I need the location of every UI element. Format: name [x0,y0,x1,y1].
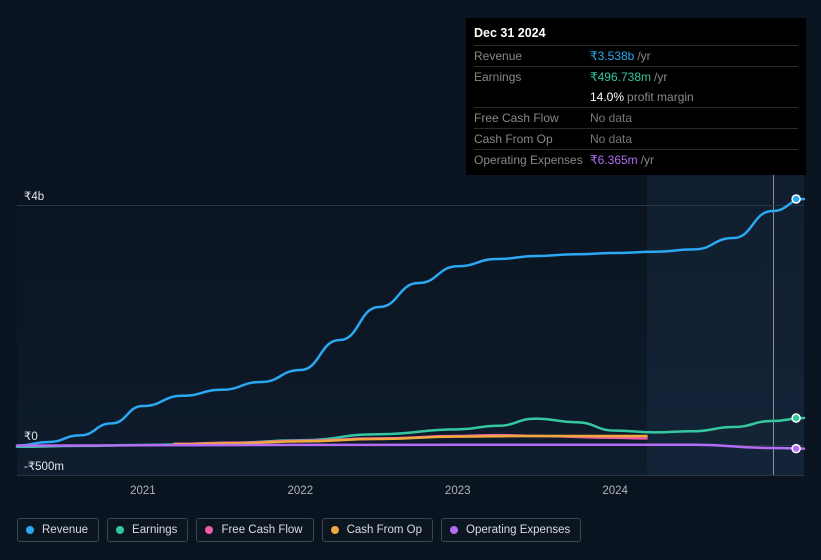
legend-label: Operating Expenses [466,524,570,536]
tooltip-value: No data [590,111,632,125]
series-line [17,199,804,446]
tooltip-value: 14.0% [590,90,624,104]
tooltip-label: Cash From Op [474,132,590,146]
legend-dot-icon [331,526,339,534]
legend-item[interactable]: Operating Expenses [441,518,581,542]
chart-x-label: 2023 [445,485,471,497]
tooltip-label: Operating Expenses [474,153,590,167]
chart-x-label: 2024 [602,485,628,497]
legend-item[interactable]: Earnings [107,518,188,542]
tooltip-value: No data [590,132,632,146]
tooltip-label: Free Cash Flow [474,111,590,125]
chart-gridline [17,475,804,476]
tooltip-date: Dec 31 2024 [474,23,798,45]
chart-x-label: 2021 [130,485,156,497]
legend-label: Earnings [132,524,177,536]
chart-tooltip: Dec 31 2024 Revenue₹3.538b/yrEarnings₹49… [466,18,806,175]
chart-y-label: -₹500m [24,459,64,473]
tooltip-suffix: /yr [654,70,667,84]
tooltip-suffix: /yr [637,49,650,63]
legend-label: Revenue [42,524,88,536]
tooltip-row: Cash From OpNo data [474,128,798,149]
legend-item[interactable]: Revenue [17,518,99,542]
chart-plot [17,175,804,475]
tooltip-row: Revenue₹3.538b/yr [474,45,798,66]
series-end-marker [792,195,800,203]
series-end-marker [792,445,800,453]
chart-x-axis: 2021 2022 2023 2024 [17,485,804,505]
tooltip-row: Operating Expenses₹6.365m/yr [474,149,798,170]
tooltip-value: ₹3.538b [590,49,634,63]
legend-dot-icon [26,526,34,534]
legend-label: Cash From Op [347,524,422,536]
chart-y-label: ₹4b [24,189,44,203]
tooltip-row: Free Cash FlowNo data [474,107,798,128]
tooltip-suffix: profit margin [627,90,694,104]
tooltip-label: Revenue [474,49,590,63]
tooltip-value: ₹6.365m [590,153,638,167]
series-end-marker [792,414,800,422]
tooltip-row: 14.0%profit margin [474,87,798,107]
series-line [17,418,804,447]
tooltip-row: Earnings₹496.738m/yr [474,66,798,87]
tooltip-label: Earnings [474,70,590,84]
tooltip-value: ₹496.738m [590,70,651,84]
legend-item[interactable]: Cash From Op [322,518,433,542]
chart-legend: Revenue Earnings Free Cash Flow Cash From O… [17,518,581,542]
legend-label: Free Cash Flow [221,524,302,536]
chart-y-label: ₹0 [24,429,38,443]
series-line [17,445,804,449]
legend-item[interactable]: Free Cash Flow [196,518,313,542]
chart-x-label: 2022 [288,485,314,497]
tooltip-suffix: /yr [641,153,654,167]
legend-dot-icon [450,526,458,534]
legend-dot-icon [205,526,213,534]
legend-dot-icon [116,526,124,534]
